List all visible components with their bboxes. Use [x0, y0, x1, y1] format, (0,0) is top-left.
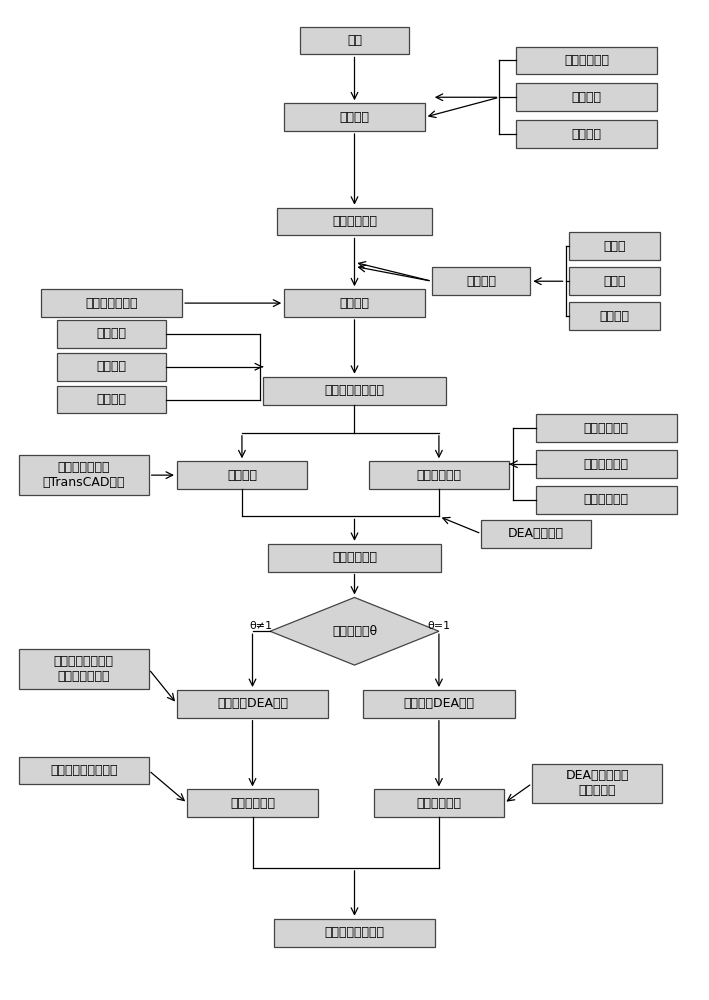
FancyBboxPatch shape: [369, 461, 509, 489]
Text: 决策单元排序: 决策单元排序: [416, 797, 462, 810]
FancyBboxPatch shape: [274, 919, 435, 947]
Text: 指标筛选: 指标筛选: [466, 275, 496, 288]
Text: 决策单元排序: 决策单元排序: [230, 797, 275, 810]
FancyBboxPatch shape: [18, 757, 149, 784]
FancyBboxPatch shape: [536, 450, 676, 478]
Text: 客观性: 客观性: [603, 275, 626, 288]
FancyBboxPatch shape: [536, 414, 676, 442]
FancyBboxPatch shape: [569, 267, 661, 295]
Text: θ=1: θ=1: [428, 621, 450, 631]
FancyBboxPatch shape: [41, 289, 182, 317]
Text: 决策单元DEA有效: 决策单元DEA有效: [403, 697, 474, 710]
FancyBboxPatch shape: [57, 386, 167, 413]
Text: 代表性: 代表性: [603, 240, 626, 253]
Text: 路网结构: 路网结构: [97, 360, 127, 373]
FancyBboxPatch shape: [363, 690, 515, 718]
FancyBboxPatch shape: [57, 353, 167, 381]
Text: 指标量化: 指标量化: [227, 469, 257, 482]
Text: θ≠1: θ≠1: [250, 621, 273, 631]
FancyBboxPatch shape: [516, 47, 657, 74]
FancyBboxPatch shape: [374, 789, 504, 817]
FancyBboxPatch shape: [18, 455, 149, 495]
Text: 所有决策单元排序: 所有决策单元排序: [325, 926, 384, 939]
FancyBboxPatch shape: [536, 486, 676, 514]
Text: 历史数据: 历史数据: [571, 128, 602, 141]
FancyBboxPatch shape: [569, 232, 661, 260]
FancyBboxPatch shape: [177, 461, 307, 489]
Text: 开始: 开始: [347, 34, 362, 47]
Text: 指标一致性变换: 指标一致性变换: [86, 297, 138, 310]
FancyBboxPatch shape: [516, 83, 657, 111]
Text: 路网建设水平: 路网建设水平: [584, 458, 629, 471]
FancyBboxPatch shape: [300, 27, 409, 54]
Text: 无效决策单元改进
方向及改进程度: 无效决策单元改进 方向及改进程度: [54, 655, 113, 683]
FancyBboxPatch shape: [18, 649, 149, 689]
FancyBboxPatch shape: [277, 208, 432, 235]
Text: 易获得性: 易获得性: [600, 310, 630, 323]
Text: 决策单元相对效率值: 决策单元相对效率值: [50, 764, 118, 777]
Text: 初步选取指标: 初步选取指标: [332, 215, 377, 228]
Text: 评价指标: 评价指标: [340, 297, 369, 310]
Text: 计算结果分析: 计算结果分析: [332, 551, 377, 564]
FancyBboxPatch shape: [268, 544, 441, 572]
Text: 构建评价指标体系: 构建评价指标体系: [325, 384, 384, 397]
Text: 交通管理水平: 交通管理水平: [584, 493, 629, 506]
Text: 现场采集: 现场采集: [571, 91, 602, 104]
Text: 计算效率值θ: 计算效率值θ: [332, 625, 377, 638]
FancyBboxPatch shape: [481, 520, 591, 548]
Text: 路网几何特征: 路网几何特征: [584, 422, 629, 435]
FancyBboxPatch shape: [516, 120, 657, 148]
Text: 交通信息平台: 交通信息平台: [564, 54, 609, 67]
Text: 数据采集: 数据采集: [340, 111, 369, 124]
FancyBboxPatch shape: [569, 302, 661, 330]
Polygon shape: [270, 597, 439, 665]
FancyBboxPatch shape: [532, 764, 662, 803]
Text: DEA有效决策单
元排序方法: DEA有效决策单 元排序方法: [566, 769, 629, 797]
Text: 基于交通规划软
件TransCAD建模: 基于交通规划软 件TransCAD建模: [43, 461, 125, 489]
FancyBboxPatch shape: [284, 289, 425, 317]
Text: 选取决策单元: 选取决策单元: [416, 469, 462, 482]
FancyBboxPatch shape: [432, 267, 530, 295]
FancyBboxPatch shape: [177, 690, 328, 718]
FancyBboxPatch shape: [284, 103, 425, 131]
Text: DEA评价方法: DEA评价方法: [508, 527, 564, 540]
FancyBboxPatch shape: [187, 789, 318, 817]
FancyBboxPatch shape: [263, 377, 446, 405]
Text: 路网规模: 路网规模: [97, 327, 127, 340]
Text: 路网运行: 路网运行: [97, 393, 127, 406]
Text: 决策单元DEA无效: 决策单元DEA无效: [217, 697, 288, 710]
FancyBboxPatch shape: [57, 320, 167, 348]
